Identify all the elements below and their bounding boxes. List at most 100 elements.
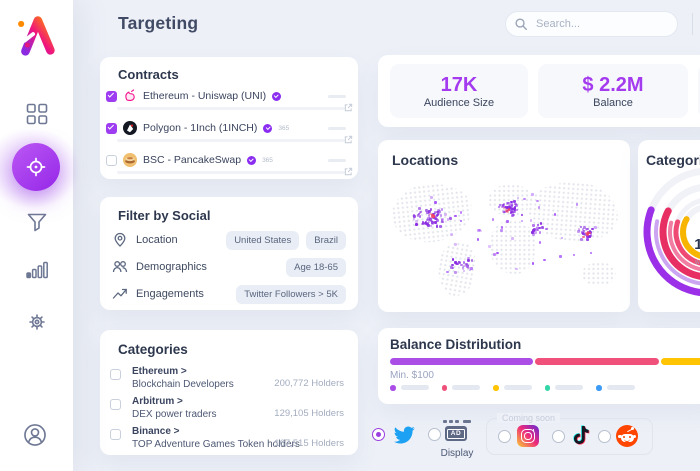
map-dot bbox=[510, 202, 513, 206]
contract-checkbox[interactable] bbox=[106, 154, 117, 166]
balance-segment[interactable] bbox=[390, 358, 533, 365]
verified-badge-icon bbox=[247, 155, 257, 165]
map-dot bbox=[586, 227, 589, 231]
balance-segment[interactable] bbox=[535, 358, 659, 365]
external-link-icon[interactable] bbox=[344, 103, 353, 112]
continent-asia bbox=[526, 178, 620, 246]
category-row[interactable]: Arbitrum > DEX power traders 129,105 Hol… bbox=[110, 396, 344, 422]
categories-list-title: Categories bbox=[118, 342, 188, 357]
map-dot bbox=[575, 203, 579, 206]
contract-row[interactable]: Ethereum - Uniswap (UNI) bbox=[106, 88, 353, 113]
category-row[interactable]: Ethereum > Blockchain Developers 200,772… bbox=[110, 366, 344, 392]
map-dot bbox=[509, 200, 513, 204]
channel-radio-tiktok[interactable] bbox=[552, 430, 565, 443]
balance-distribution-title: Balance Distribution bbox=[390, 337, 522, 352]
map-dot bbox=[535, 226, 539, 230]
stat-value: 17K bbox=[440, 73, 478, 96]
map-dot bbox=[461, 266, 465, 270]
channel-radio-display[interactable] bbox=[428, 428, 441, 441]
reddit-mouth bbox=[624, 438, 630, 442]
category-group[interactable]: Binance > bbox=[132, 426, 180, 437]
filter-tag[interactable]: Age 18-65 bbox=[286, 257, 346, 277]
channel-radio-reddit[interactable] bbox=[598, 430, 611, 443]
map-dot bbox=[520, 213, 524, 217]
category-holders: 167,515 Holders bbox=[274, 438, 344, 449]
grid-icon bbox=[26, 103, 48, 125]
map-dot bbox=[431, 221, 434, 224]
contract-checkbox[interactable] bbox=[106, 122, 117, 134]
gear-icon bbox=[29, 314, 45, 330]
sidebar-item-targeting[interactable] bbox=[12, 143, 60, 191]
display-ad-text: AD bbox=[447, 428, 465, 439]
map-dot bbox=[456, 262, 459, 266]
sidebar-item-dashboard[interactable] bbox=[25, 102, 49, 126]
external-link-icon[interactable] bbox=[344, 167, 353, 176]
map-dot bbox=[510, 210, 514, 213]
map-dot bbox=[444, 213, 447, 216]
app-logo[interactable] bbox=[13, 12, 59, 58]
map-dot bbox=[509, 211, 513, 214]
category-group[interactable]: Ethereum > bbox=[132, 366, 187, 377]
search-input[interactable] bbox=[505, 11, 678, 37]
category-row[interactable]: Binance > TOP Adventure Games Token hold… bbox=[110, 426, 344, 452]
contract-row[interactable]: Polygon - 1Inch (1INCH) 365 bbox=[106, 120, 353, 145]
contract-checkbox[interactable] bbox=[106, 90, 117, 102]
map-dot bbox=[509, 205, 512, 208]
map-dot bbox=[500, 226, 504, 229]
category-name: TOP Adventure Games Token holders bbox=[132, 439, 300, 450]
filter-label: Demographics bbox=[136, 261, 207, 273]
stat-audience-size: 17K Audience Size bbox=[390, 64, 528, 118]
map-dot bbox=[435, 214, 439, 217]
instagram-icon[interactable] bbox=[517, 425, 539, 447]
map-dot bbox=[512, 208, 515, 211]
map-dot bbox=[572, 253, 576, 257]
balance-bar[interactable] bbox=[390, 358, 700, 365]
map-dot bbox=[580, 238, 583, 241]
category-checkbox[interactable] bbox=[110, 369, 121, 380]
reddit-icon[interactable] bbox=[616, 425, 638, 447]
map-dot bbox=[470, 259, 474, 262]
map-dot bbox=[427, 220, 431, 224]
map-dot bbox=[429, 217, 432, 221]
map-dot bbox=[542, 258, 546, 262]
map-dot bbox=[523, 197, 526, 201]
map-dot bbox=[435, 224, 439, 228]
instagram-lens bbox=[524, 432, 532, 440]
sidebar-item-profile[interactable] bbox=[21, 421, 49, 449]
tiktok-icon[interactable] bbox=[568, 424, 592, 448]
sidebar-item-analytics[interactable] bbox=[25, 258, 49, 282]
map-dot bbox=[510, 214, 514, 217]
channel-radio-instagram[interactable] bbox=[498, 430, 511, 443]
map-dot bbox=[505, 208, 508, 212]
filter-tag[interactable]: Brazil bbox=[306, 230, 346, 250]
map-dot bbox=[466, 265, 469, 268]
map-dot bbox=[586, 238, 589, 241]
map-dot bbox=[531, 262, 535, 265]
sidebar-item-settings[interactable] bbox=[25, 310, 49, 334]
category-group[interactable]: Arbitrum > bbox=[132, 396, 183, 407]
channel-radio-twitter[interactable] bbox=[372, 428, 385, 441]
external-link-icon[interactable] bbox=[344, 135, 353, 144]
donut-chart bbox=[643, 167, 700, 297]
map-dot bbox=[418, 215, 422, 218]
category-holders: 129,105 Holders bbox=[274, 408, 344, 419]
filter-tag[interactable]: United States bbox=[226, 230, 300, 250]
display-ad-icon[interactable]: AD bbox=[442, 420, 472, 444]
map-dot bbox=[531, 231, 534, 234]
category-checkbox[interactable] bbox=[110, 399, 121, 410]
continent-africa bbox=[490, 220, 536, 274]
map-dot bbox=[553, 212, 557, 216]
bar-chart-icon bbox=[26, 261, 48, 279]
balance-segment[interactable] bbox=[661, 358, 700, 365]
filter-tag[interactable]: Twitter Followers > 5K bbox=[236, 284, 346, 304]
map-dot bbox=[536, 199, 539, 203]
contract-row[interactable]: BSC - PancakeSwap 365 bbox=[106, 152, 353, 177]
donut-center-value: 17K bbox=[694, 236, 700, 253]
sidebar-item-filters[interactable] bbox=[25, 211, 49, 235]
twitter-icon[interactable] bbox=[391, 424, 417, 446]
category-checkbox[interactable] bbox=[110, 429, 121, 440]
map-dot bbox=[593, 226, 597, 229]
map-dot bbox=[509, 206, 513, 210]
map-dot bbox=[446, 270, 450, 274]
filter-label: Engagements bbox=[136, 288, 204, 300]
